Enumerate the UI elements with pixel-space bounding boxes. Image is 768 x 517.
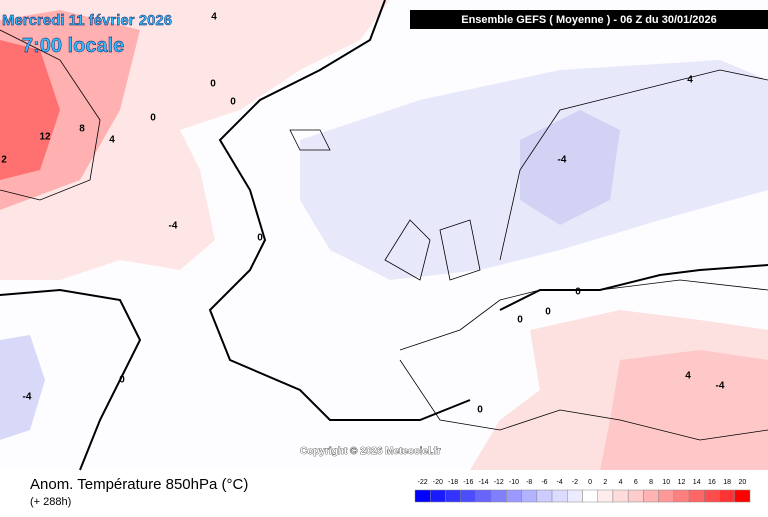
colorbar-swatch [536, 489, 553, 503]
colorbar-label: 14 [693, 479, 701, 486]
contour-label: 0 [150, 113, 156, 124]
warm-anomaly [0, 40, 60, 180]
run-banner [410, 10, 768, 29]
contour-label: 4 [109, 135, 115, 146]
colorbar-swatch [429, 489, 446, 503]
colorbar-label: -2 [572, 479, 578, 486]
contour-label: 4 [211, 12, 217, 23]
colorbar: -22 -20 -18 -16 -14 -12 -10 -8 -6 -4 -2 0 2 4 6 8 10 12 14… [414, 479, 751, 503]
colorbar-label: 16 [708, 479, 716, 486]
colorbar-label: -12 [494, 479, 504, 486]
contour-label: 0 [517, 315, 523, 326]
colorbar-label: 6 [634, 479, 638, 486]
warm-anomaly [600, 350, 768, 470]
field-title: Anom. Température 850hPa (°C) [30, 476, 248, 493]
colorbar-label: 18 [723, 479, 731, 486]
colorbar-label: 4 [619, 479, 623, 486]
contour-label: -4 [716, 381, 725, 392]
contour-label: 0 [119, 375, 125, 386]
colorbar-label: 20 [738, 479, 746, 486]
forecast-time: 7:00 locale [22, 35, 124, 57]
contour-label: 0 [545, 307, 551, 318]
colorbar-swatch [445, 489, 461, 503]
colorbar-label: 10 [662, 479, 670, 486]
colorbar-swatch [551, 489, 568, 503]
colorbar-label: -4 [557, 479, 563, 486]
colorbar-swatch [490, 489, 507, 503]
contour-label: 4 [687, 75, 693, 86]
colorbar-swatch [734, 489, 751, 503]
colorbar-label: -18 [448, 479, 458, 486]
copyright: Copyright © 2026 Meteociel.fr [300, 446, 441, 457]
contour-label: -4 [169, 221, 178, 232]
colorbar-label: -8 [526, 479, 532, 486]
colorbar-label: 8 [649, 479, 653, 486]
contour-label: 8 [79, 124, 85, 135]
contour-label: 12 [39, 132, 51, 143]
colorbar-swatch [475, 489, 492, 503]
colorbar-label: -20 [433, 479, 443, 486]
colorbar-label: -14 [478, 479, 488, 486]
colorbar-swatch [658, 489, 675, 503]
contour-label: -4 [23, 392, 32, 403]
colorbar-label: 12 [678, 479, 686, 486]
colorbar-swatch [506, 489, 522, 503]
contour-label: 0 [575, 287, 581, 298]
cold-anomaly [0, 335, 45, 440]
colorbar-label: 2 [603, 479, 607, 486]
colorbar-label: -16 [463, 479, 473, 486]
lead-time: (+ 288h) [30, 496, 71, 508]
colorbar-swatch [673, 489, 690, 503]
colorbar-swatch [719, 489, 736, 503]
colorbar-label: -6 [541, 479, 547, 486]
colorbar-swatch [612, 489, 629, 503]
colorbar-swatch [582, 489, 598, 503]
contour-label: 0 [477, 405, 483, 416]
colorbar-swatch [627, 489, 644, 503]
colorbar-swatch [460, 489, 477, 503]
contour-label: -4 [558, 155, 567, 166]
contour-label: 0 [210, 79, 216, 90]
colorbar-swatch [567, 489, 583, 503]
colorbar-swatch [597, 489, 614, 503]
contour-labels: 4 0 0 0 12 8 4 2 -4 0 0 -4 4 -4 0 0 4 -4 0 0 [1, 12, 725, 416]
contour-label: 0 [230, 97, 236, 108]
forecast-date: Mercredi 11 février 2026 [2, 12, 172, 29]
contour-label: 0 [257, 233, 263, 244]
colorbar-label: -22 [418, 479, 428, 486]
cold-anomaly [520, 110, 620, 225]
colorbar-swatch [414, 489, 431, 503]
colorbar-swatch [521, 489, 538, 503]
colorbar-label: -10 [509, 479, 519, 486]
colorbar-label: 0 [588, 479, 592, 486]
zero-isoline [0, 0, 768, 471]
colorbar-swatch [704, 489, 720, 503]
contour-label: 2 [1, 155, 7, 166]
colorbar-swatch [643, 489, 659, 503]
contour-label: 4 [685, 371, 691, 382]
colorbar-swatch [688, 489, 705, 503]
run-info: Ensemble GEFS ( Moyenne ) - 06 Z du 30/0… [461, 14, 717, 26]
